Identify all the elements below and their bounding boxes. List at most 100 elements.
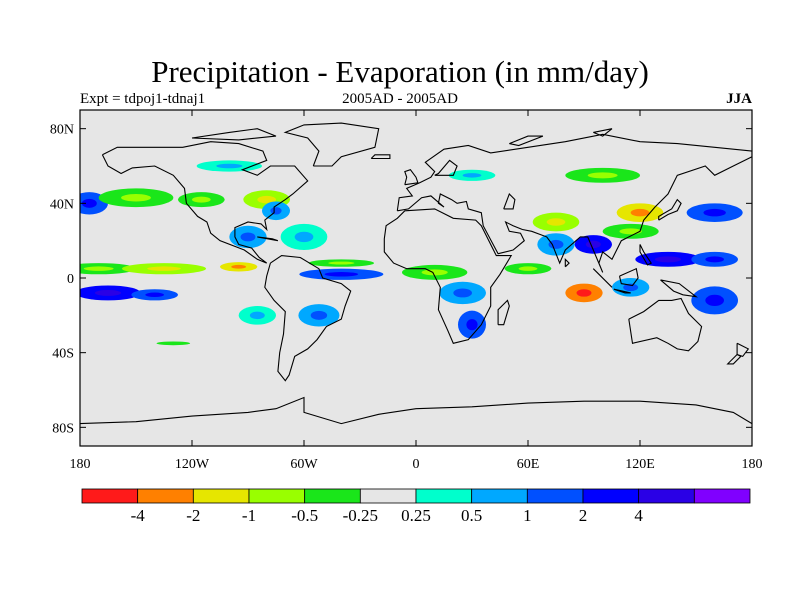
field-region-core: [216, 163, 243, 169]
lat-tick-label: 80N: [50, 123, 74, 138]
lat-tick-label: 80S: [52, 421, 74, 436]
colorbar-swatch: [471, 488, 528, 504]
colorbar-label: -4: [131, 506, 146, 525]
precip-field: [80, 160, 743, 349]
colorbar-label: -1: [242, 506, 256, 525]
field-region-core: [466, 319, 478, 331]
colorbar-swatch: [192, 488, 250, 504]
field-region-core: [192, 196, 211, 203]
field-region-core: [421, 269, 448, 276]
field-region-core: [328, 261, 355, 265]
colorbar-label: 4: [634, 506, 643, 525]
lat-tick-label: 0: [67, 272, 74, 287]
field-region-core: [576, 289, 592, 297]
coastline: [628, 297, 703, 352]
field-region-core: [294, 231, 314, 243]
chart-title: Precipitation - Evaporation (in mm/day): [151, 54, 649, 89]
field-region-core: [156, 341, 191, 346]
field-region-core: [240, 232, 256, 242]
coastline: [613, 288, 631, 294]
colorbar: -4 -2 -1 -0.5 -0.25 0.25 0.5 1 2 4: [81, 488, 751, 525]
field-region-core: [453, 288, 472, 298]
field-region-core: [231, 264, 247, 269]
field-region-core: [623, 283, 639, 292]
coastlines: [80, 122, 752, 425]
colorbar-swatch: [81, 488, 139, 504]
field-region-core: [324, 272, 359, 277]
colorbar-swatch: [693, 488, 751, 504]
field-region-core: [121, 194, 151, 202]
coastline: [509, 135, 544, 147]
field-region-core: [703, 208, 726, 217]
colorbar-label: 2: [579, 506, 588, 525]
coastline: [101, 141, 309, 264]
field-region-core: [257, 195, 276, 204]
field-region-core: [518, 266, 538, 271]
colorbar-label: -0.25: [343, 506, 378, 525]
date-range-label: 2005AD - 2005AD: [342, 91, 458, 107]
field-region-core: [585, 240, 601, 249]
lon-tick-label: 180: [742, 457, 763, 472]
coastline: [658, 198, 682, 221]
colorbar-swatch: [304, 488, 361, 504]
coastline: [660, 279, 698, 298]
colorbar-swatch: [137, 488, 194, 504]
colorbar-label: -2: [186, 506, 200, 525]
coastline: [396, 133, 752, 273]
coastline: [434, 159, 458, 176]
coastline: [736, 342, 750, 358]
lon-tick-label: 0: [413, 457, 420, 472]
field-region-core: [619, 228, 642, 235]
coastline: [503, 193, 516, 210]
lat-tick-label: 40S: [52, 347, 74, 362]
colorbar-swatch: [248, 488, 306, 504]
colorbar-swatch: [415, 488, 473, 504]
coastline: [726, 354, 742, 365]
coastline: [592, 268, 613, 288]
field-region-core: [83, 266, 114, 271]
season-label: JJA: [726, 91, 752, 107]
lon-tick-label: 180: [70, 457, 91, 472]
field-region-core: [587, 172, 618, 179]
map-axes: 80N 40N 0 40S 80S 180 120W 60W 0 60E 120E 180: [50, 110, 763, 472]
coastline: [564, 257, 570, 268]
coastline: [370, 154, 391, 160]
coastline: [593, 128, 613, 137]
coastline: [618, 267, 639, 287]
field-region-core: [249, 311, 265, 320]
lon-tick-label: 60E: [517, 457, 540, 472]
experiment-label: Expt = tdpoj1-tdnaj1: [80, 91, 206, 107]
colorbar-swatch: [526, 488, 584, 504]
colorbar-label: 0.25: [401, 506, 431, 525]
colorbar-swatch: [582, 488, 640, 504]
field-region-core: [546, 218, 566, 226]
lat-tick-label: 40N: [50, 197, 74, 212]
coastline: [191, 128, 277, 141]
field-region-core: [81, 198, 97, 208]
coastline: [639, 244, 653, 266]
coastline: [257, 236, 279, 242]
coastline: [404, 169, 419, 186]
field-region-core: [310, 310, 328, 320]
coastline: [283, 122, 380, 167]
field-region-core: [270, 207, 282, 215]
coastline: [80, 396, 752, 425]
lon-tick-label: 60W: [290, 457, 318, 472]
coastline: [383, 208, 513, 344]
field-region-core: [654, 256, 682, 263]
colorbar-label: 1: [523, 506, 532, 525]
coastline: [497, 299, 510, 326]
field-region-core: [94, 289, 122, 296]
field-region-core: [548, 239, 564, 249]
colorbar-swatch: [638, 488, 695, 504]
field-region-core: [630, 208, 650, 217]
lon-tick-label: 120W: [175, 457, 210, 472]
field-region-core: [705, 294, 725, 306]
colorbar-swatch: [359, 488, 417, 504]
coastline: [264, 255, 352, 382]
colorbar-label: 0.5: [461, 506, 482, 525]
field-region-core: [147, 266, 181, 271]
field-region-core: [145, 292, 165, 298]
lon-tick-label: 120E: [625, 457, 655, 472]
